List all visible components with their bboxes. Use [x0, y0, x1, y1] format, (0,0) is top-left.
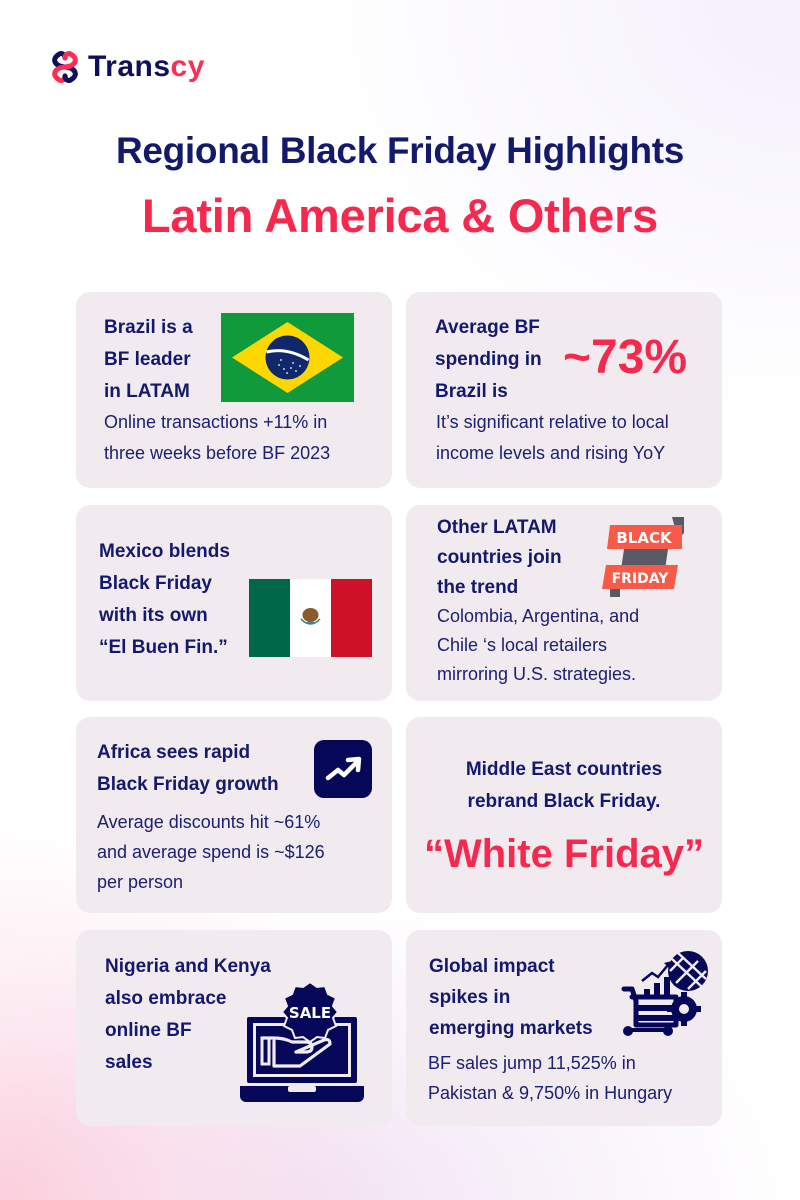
white-friday-quote: “White Friday”: [423, 832, 705, 876]
card-body: Average discounts hit ~61% and average s…: [97, 812, 325, 892]
card-heading: Mexico blends Black Friday with its own …: [99, 541, 230, 658]
card-global-impact: Global impact spikes in emerging markets: [406, 930, 722, 1126]
brazil-flag-icon: [221, 313, 354, 402]
svg-text:SALE: SALE: [289, 1004, 331, 1022]
black-friday-ribbon-icon: BLACK FRIDAY: [602, 517, 684, 597]
svg-text:FRIDAY: FRIDAY: [612, 571, 670, 587]
brand-name: Transcy: [88, 50, 205, 83]
mexico-flag-icon: [249, 579, 372, 657]
page-subtitle: Latin America & Others: [141, 189, 659, 242]
card-heading: Brazil is a BF leader in LATAM: [104, 317, 193, 402]
card-mexico: Mexico blends Black Friday with its own …: [76, 505, 392, 701]
global-cart-icon: [621, 951, 708, 1036]
card-africa: Africa sees rapid Black Friday growth Av…: [76, 717, 392, 913]
card-heading: Nigeria and Kenya also embrace online BF…: [105, 956, 271, 1073]
logo-mark-icon: [52, 51, 78, 83]
card-brazil-spending: Average BF spending in Brazil is ~73% It…: [406, 292, 722, 488]
card-middle-east: Middle East countries rebrand Black Frid…: [406, 717, 722, 913]
card-heading: Other LATAM countries join the trend: [437, 517, 562, 598]
card-brazil-leader: Brazil is a BF leader in LATAM Online tr…: [76, 292, 392, 488]
spending-stat: ~73%: [563, 331, 688, 384]
card-body: Colombia, Argentina, and Chile ‘s local …: [437, 606, 640, 684]
card-nigeria-kenya: Nigeria and Kenya also embrace online BF…: [76, 930, 392, 1126]
trending-up-icon: [314, 740, 372, 798]
card-heading: Global impact spikes in emerging markets: [429, 956, 593, 1039]
card-body: It’s significant relative to local incom…: [436, 412, 669, 463]
laptop-sale-icon: SALE: [240, 980, 364, 1102]
card-heading: Middle East countries rebrand Black Frid…: [465, 759, 663, 812]
card-body: Online transactions +11% in three weeks …: [104, 412, 331, 463]
brand-logo: Transcy: [52, 50, 205, 84]
svg-text:BLACK: BLACK: [616, 529, 673, 547]
card-heading: Africa sees rapid Black Friday growth: [97, 742, 279, 795]
page-title: Regional Black Friday Highlights: [115, 130, 685, 171]
card-body: BF sales jump 11,525% in Pakistan & 9,75…: [428, 1053, 673, 1103]
card-other-latam: Other LATAM countries join the trend BLA…: [406, 505, 722, 701]
card-heading: Average BF spending in Brazil is: [435, 317, 542, 402]
